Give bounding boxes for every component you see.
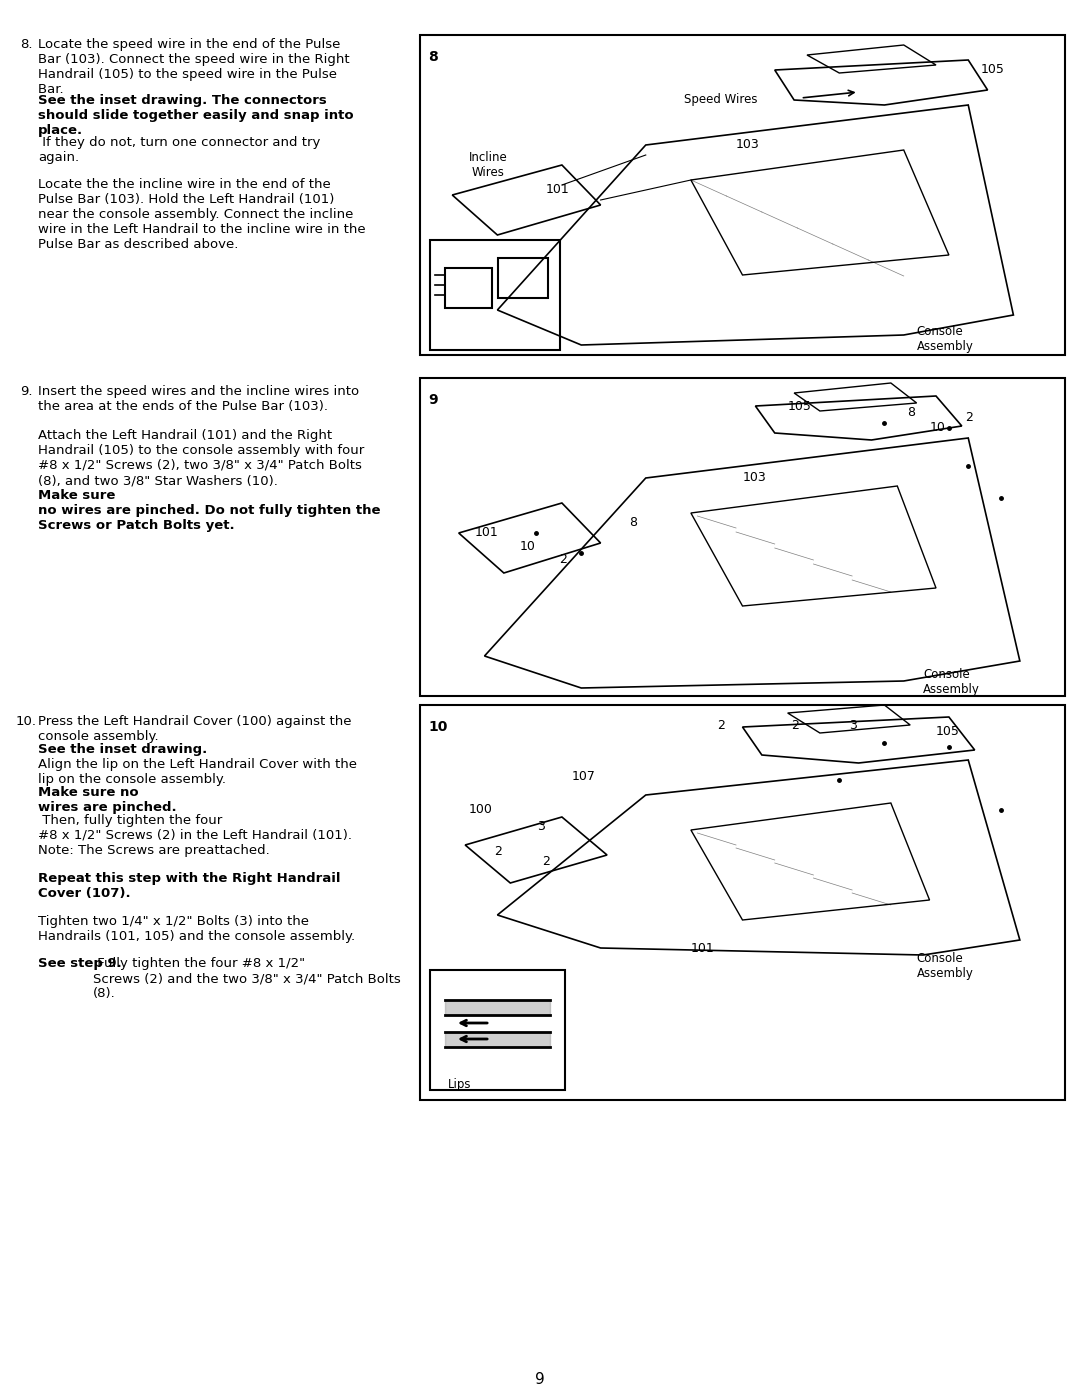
- Text: 101: 101: [691, 942, 715, 956]
- Text: 9.: 9.: [21, 386, 32, 398]
- Text: 8.: 8.: [21, 38, 32, 52]
- Text: 2: 2: [791, 719, 799, 732]
- Text: Make sure no
wires are pinched.: Make sure no wires are pinched.: [38, 787, 177, 814]
- Text: 103: 103: [737, 138, 760, 151]
- Text: 2: 2: [966, 411, 973, 425]
- Text: 9: 9: [428, 393, 437, 407]
- Text: Console
Assembly: Console Assembly: [917, 326, 973, 353]
- Text: 8: 8: [907, 407, 915, 419]
- Text: 100: 100: [469, 803, 492, 816]
- Text: Make sure
no wires are pinched. Do not fully tighten the
Screws or Patch Bolts y: Make sure no wires are pinched. Do not f…: [38, 489, 380, 532]
- Text: Console
Assembly: Console Assembly: [923, 668, 980, 696]
- Bar: [430, 970, 565, 1090]
- Text: 101: 101: [545, 183, 569, 196]
- Text: 10: 10: [428, 719, 447, 733]
- Text: 10: 10: [930, 420, 945, 434]
- Text: If they do not, turn one connector and try
again.: If they do not, turn one connector and t…: [38, 136, 321, 163]
- Text: 105: 105: [787, 400, 811, 414]
- Text: 10.: 10.: [16, 715, 37, 728]
- Text: 105: 105: [981, 63, 1005, 75]
- Text: Then, fully tighten the four
#8 x 1/2" Screws (2) in the Left Handrail (101).
No: Then, fully tighten the four #8 x 1/2" S…: [38, 814, 352, 856]
- Text: 101: 101: [475, 527, 499, 539]
- Text: Tighten two 1/4" x 1/2" Bolts (3) into the
Handrails (101, 105) and the console : Tighten two 1/4" x 1/2" Bolts (3) into t…: [38, 915, 355, 943]
- Text: 3: 3: [849, 719, 856, 732]
- Text: Speed Wires: Speed Wires: [685, 94, 758, 106]
- Bar: [420, 379, 1065, 696]
- Text: 2: 2: [495, 845, 502, 858]
- Text: Insert the speed wires and the incline wires into
the area at the ends of the Pu: Insert the speed wires and the incline w…: [38, 386, 360, 414]
- Text: Align the lip on the Left Handrail Cover with the
lip on the console assembly.: Align the lip on the Left Handrail Cover…: [38, 759, 357, 787]
- Text: 2: 2: [542, 855, 551, 868]
- Text: Attach the Left Handrail (101) and the Right
Handrail (105) to the console assem: Attach the Left Handrail (101) and the R…: [38, 429, 364, 488]
- Text: 107: 107: [571, 770, 595, 782]
- Bar: [430, 240, 561, 351]
- Text: 3: 3: [538, 820, 545, 833]
- Text: 103: 103: [743, 471, 766, 483]
- Bar: [420, 705, 1065, 1099]
- Text: 105: 105: [936, 725, 960, 738]
- Text: Locate the speed wire in the end of the Pulse
Bar (103). Connect the speed wire : Locate the speed wire in the end of the …: [38, 38, 350, 96]
- Text: Press the Left Handrail Cover (100) against the
console assembly.: Press the Left Handrail Cover (100) agai…: [38, 715, 351, 743]
- Text: Fully tighten the four #8 x 1/2"
Screws (2) and the two 3/8" x 3/4" Patch Bolts
: Fully tighten the four #8 x 1/2" Screws …: [93, 957, 401, 1000]
- Text: See step 9.: See step 9.: [38, 957, 122, 970]
- Text: Repeat this step with the Right Handrail
Cover (107).: Repeat this step with the Right Handrail…: [38, 872, 340, 900]
- Text: 8: 8: [428, 50, 437, 64]
- Text: Console
Assembly: Console Assembly: [917, 951, 973, 981]
- Text: See the inset drawing. The connectors
should slide together easily and snap into: See the inset drawing. The connectors sh…: [38, 94, 353, 137]
- Text: Incline
Wires: Incline Wires: [469, 151, 508, 179]
- Text: 2: 2: [717, 719, 725, 732]
- Text: 9: 9: [535, 1372, 545, 1387]
- Text: Lips: Lips: [448, 1078, 472, 1091]
- Text: 10: 10: [519, 541, 536, 553]
- Text: See the inset drawing.: See the inset drawing.: [38, 743, 207, 756]
- Text: 2: 2: [558, 553, 567, 566]
- Text: Locate the the incline wire in the end of the
Pulse Bar (103). Hold the Left Han: Locate the the incline wire in the end o…: [38, 177, 366, 251]
- Text: 8: 8: [630, 515, 637, 529]
- Bar: [420, 35, 1065, 355]
